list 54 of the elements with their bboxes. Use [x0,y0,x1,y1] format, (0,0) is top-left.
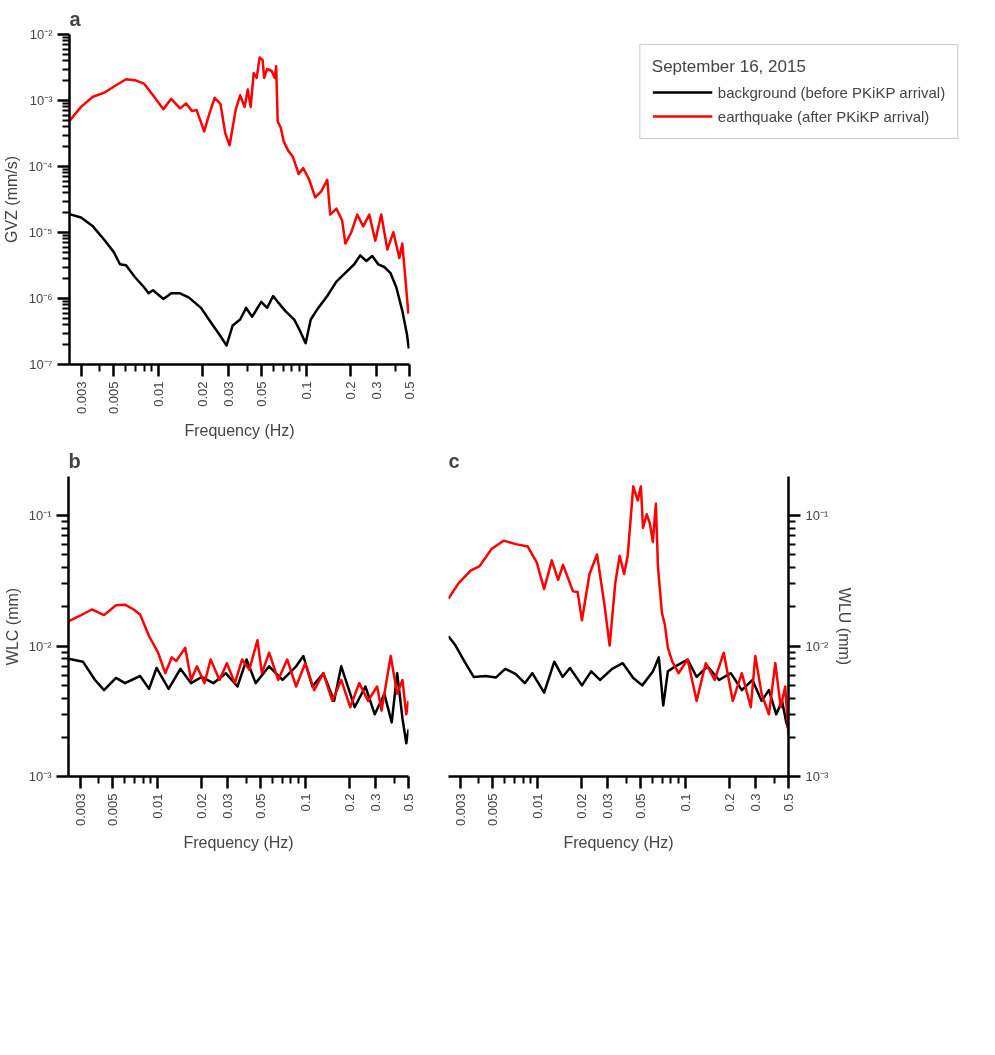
chart-title: b [68,449,81,472]
x-tick-label: 0.03 [221,381,237,407]
x-tick-label: 0.5 [402,381,417,400]
x-tick-label: 0.01 [150,381,166,407]
x-tick-label: 0.005 [106,381,122,415]
y-tick-label: 10⁻² [29,27,54,42]
x-tick-label: 0.01 [149,793,165,819]
x-tick-label: 0.5 [401,793,416,812]
x-tick-label: 0.3 [369,381,385,400]
x-tick-label: 0.03 [600,793,616,819]
x-axis-title: Frequency (Hz) [184,422,295,440]
chart-title: c [448,449,460,472]
y-tick-label: 10⁻¹ [28,508,53,524]
y-tick-label: 10⁻³ [805,769,829,784]
y-tick-label: 10⁻² [28,638,53,654]
x-tick-label: 0.02 [195,381,211,407]
x-axis-title: Frequency (Hz) [183,834,294,852]
y-tick-label: 10⁻³ [29,93,54,108]
y-tick-label: 10⁻³ [28,769,53,784]
y-tick-label: 10⁻⁴ [28,159,53,174]
x-tick-label: 0.2 [343,381,359,400]
x-tick-label: 0.05 [254,381,270,407]
x-tick-label: 0.005 [105,793,121,827]
legend-label: earthquake (after PKiKP arrival) [717,107,930,125]
x-tick-label: 0.03 [220,793,236,819]
x-tick-label: 0.3 [368,793,384,812]
chart-title: a [69,7,82,30]
x-tick-label: 0.2 [342,793,358,812]
x-tick-label: 0.3 [748,793,764,812]
x-tick-label: 0.003 [73,381,89,415]
y-tick-label: 10⁻⁵ [28,225,53,240]
y-tick-label: 10⁻¹ [805,508,829,524]
x-tick-label: 0.05 [633,793,649,819]
x-tick-label: 0.1 [298,381,314,400]
y-tick-label: 10⁻⁶ [28,291,53,306]
y-tick-label: 10⁻⁷ [29,357,53,372]
x-tick-label: 0.005 [485,793,501,827]
x-tick-label: 0.05 [253,793,269,819]
x-tick-label: 0.02 [574,793,590,819]
x-tick-label: 0.2 [722,793,738,812]
y-axis-title: WLC (mm) [3,587,21,666]
x-tick-label: 0.01 [529,793,545,819]
x-tick-label: 0.02 [194,793,210,819]
y-axis-title: GVZ (mm/s) [3,155,21,244]
x-axis-title: Frequency (Hz) [563,834,674,852]
x-tick-label: 0.003 [452,793,468,827]
y-tick-label: 10⁻² [805,638,829,654]
x-tick-label: 0.1 [297,793,313,812]
x-tick-label: 0.1 [677,793,693,812]
x-tick-label: 0.003 [72,793,88,827]
x-tick-label: 0.5 [781,793,796,812]
y-axis-title: WLU (mm) [836,587,854,666]
legend-label: background (before PKiKP arrival) [717,83,946,101]
legend-title: September 16, 2015 [651,57,807,77]
